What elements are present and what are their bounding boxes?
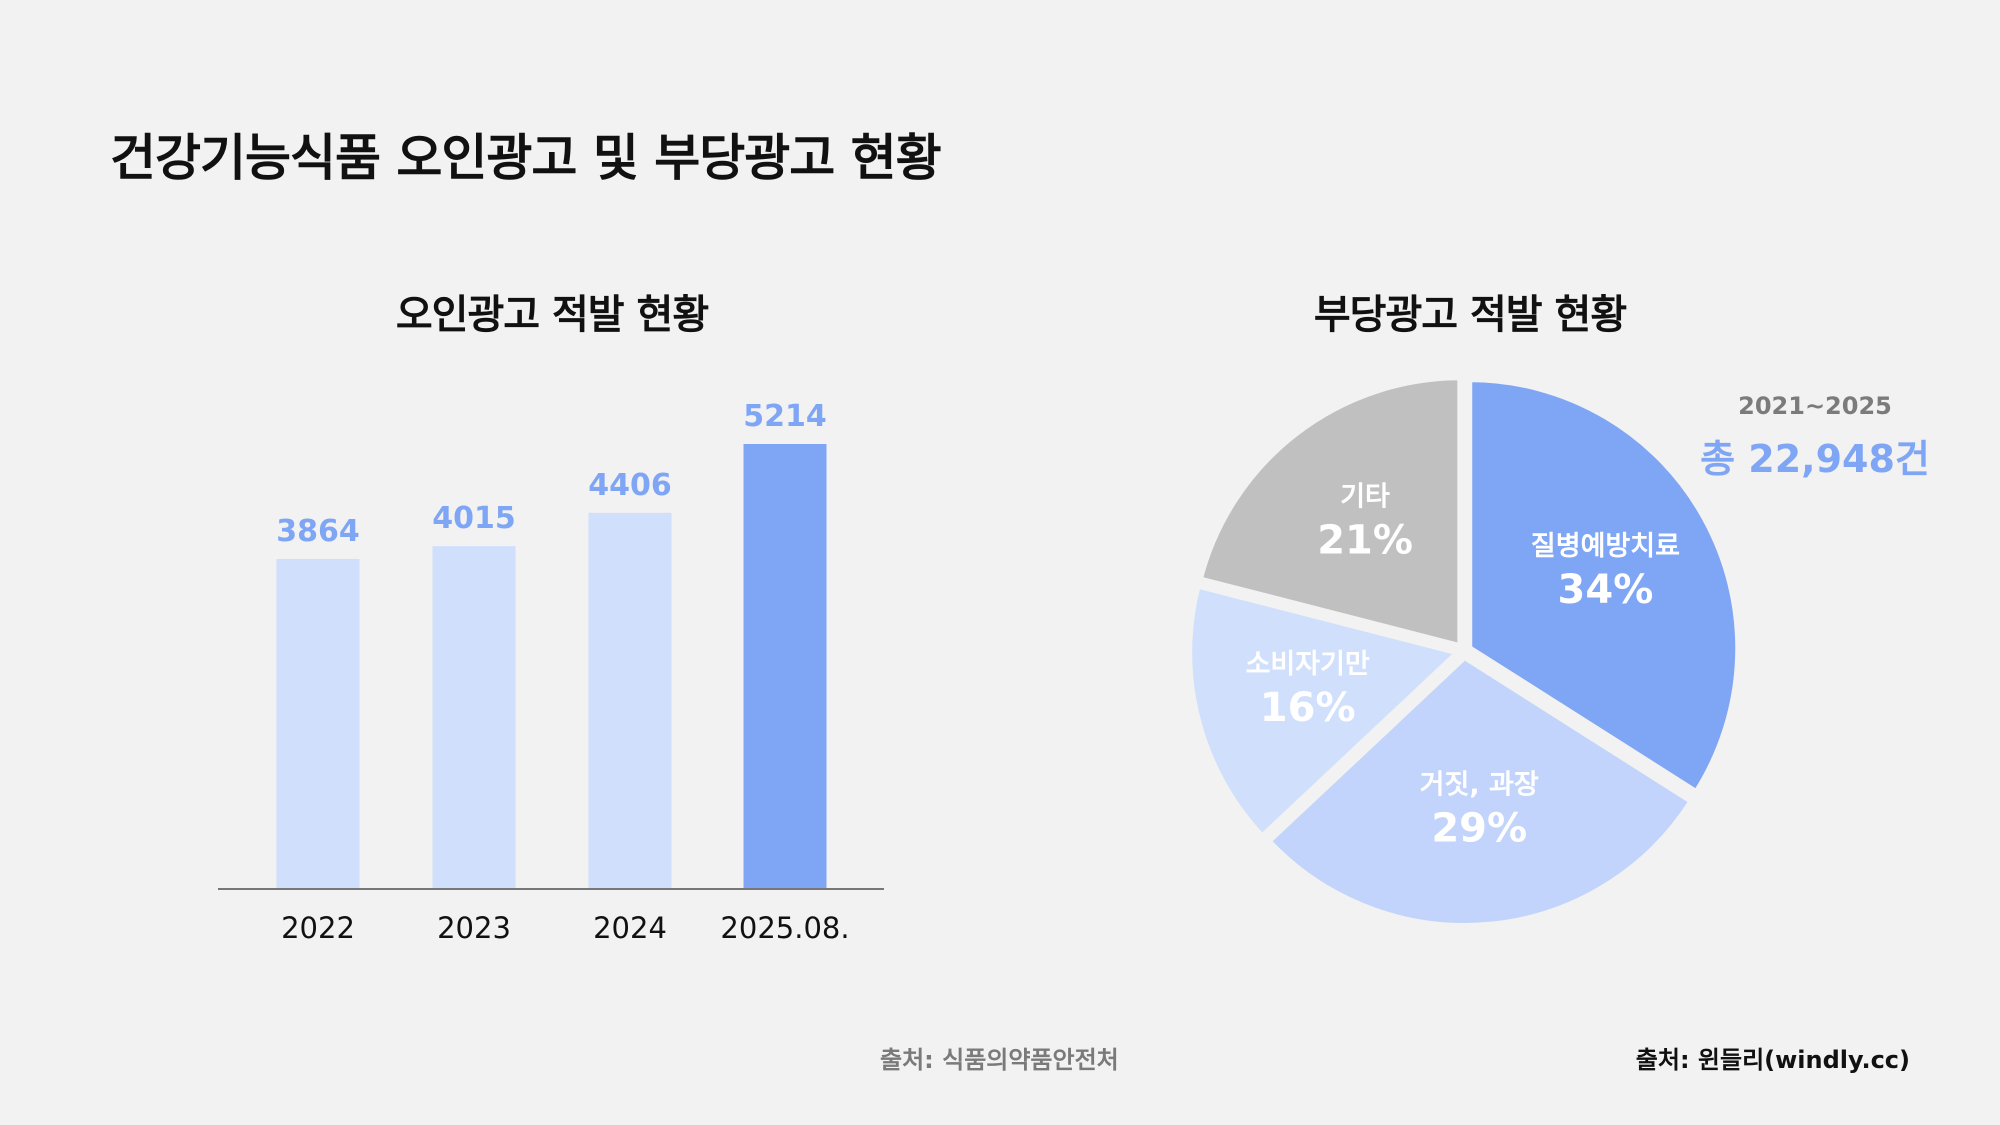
pie-slice-percent: 29% [1431, 806, 1527, 852]
source-right: 출처: 윈들리(windly.cc) [1635, 1046, 1910, 1074]
pie-slice-label: 소비자기만 [1246, 649, 1370, 680]
bar-2022 [276, 558, 360, 888]
x-tick-label: 2024 [593, 911, 667, 945]
x-tick-label: 2022 [281, 911, 355, 945]
pie-slice-percent: 21% [1317, 517, 1413, 563]
bar-value-label: 4406 [588, 468, 672, 503]
pie-slice-percent: 34% [1558, 567, 1654, 613]
bar-value-label: 4015 [432, 501, 516, 536]
bar-2023 [432, 546, 516, 888]
pie-slice-percent: 16% [1260, 685, 1356, 731]
pie-slice-label: 질병예방치료 [1531, 531, 1680, 562]
x-tick-label: 2023 [437, 911, 511, 945]
pie-slice-1 [1265, 653, 1695, 929]
pie-slice-0 [1466, 376, 1742, 796]
pie-slice-label: 거짓, 과장 [1420, 770, 1539, 801]
x-tick-label: 2025.08. [720, 911, 849, 945]
pie-slice-label: 기타 [1340, 481, 1390, 512]
pie-slice-3 [1196, 374, 1464, 650]
bar-2024 [588, 512, 672, 888]
bar-value-label: 5214 [743, 399, 827, 434]
bar-2025.08. [743, 444, 827, 888]
bar-chart-title: 오인광고 적발 현황 [395, 292, 709, 338]
pie-chart-title: 부당광고 적발 현황 [1313, 292, 1627, 338]
page-title: 건강기능식품 오인광고 및 부당광고 현황 [110, 129, 942, 187]
bar-value-label: 3864 [276, 514, 360, 549]
pie-slice-2 [1186, 582, 1462, 840]
summary-period: 2021~2025 [1738, 392, 1892, 420]
source-left: 출처: 식품의약품안전처 [880, 1046, 1119, 1074]
summary-total: 총 22,948건 [1700, 437, 1930, 481]
